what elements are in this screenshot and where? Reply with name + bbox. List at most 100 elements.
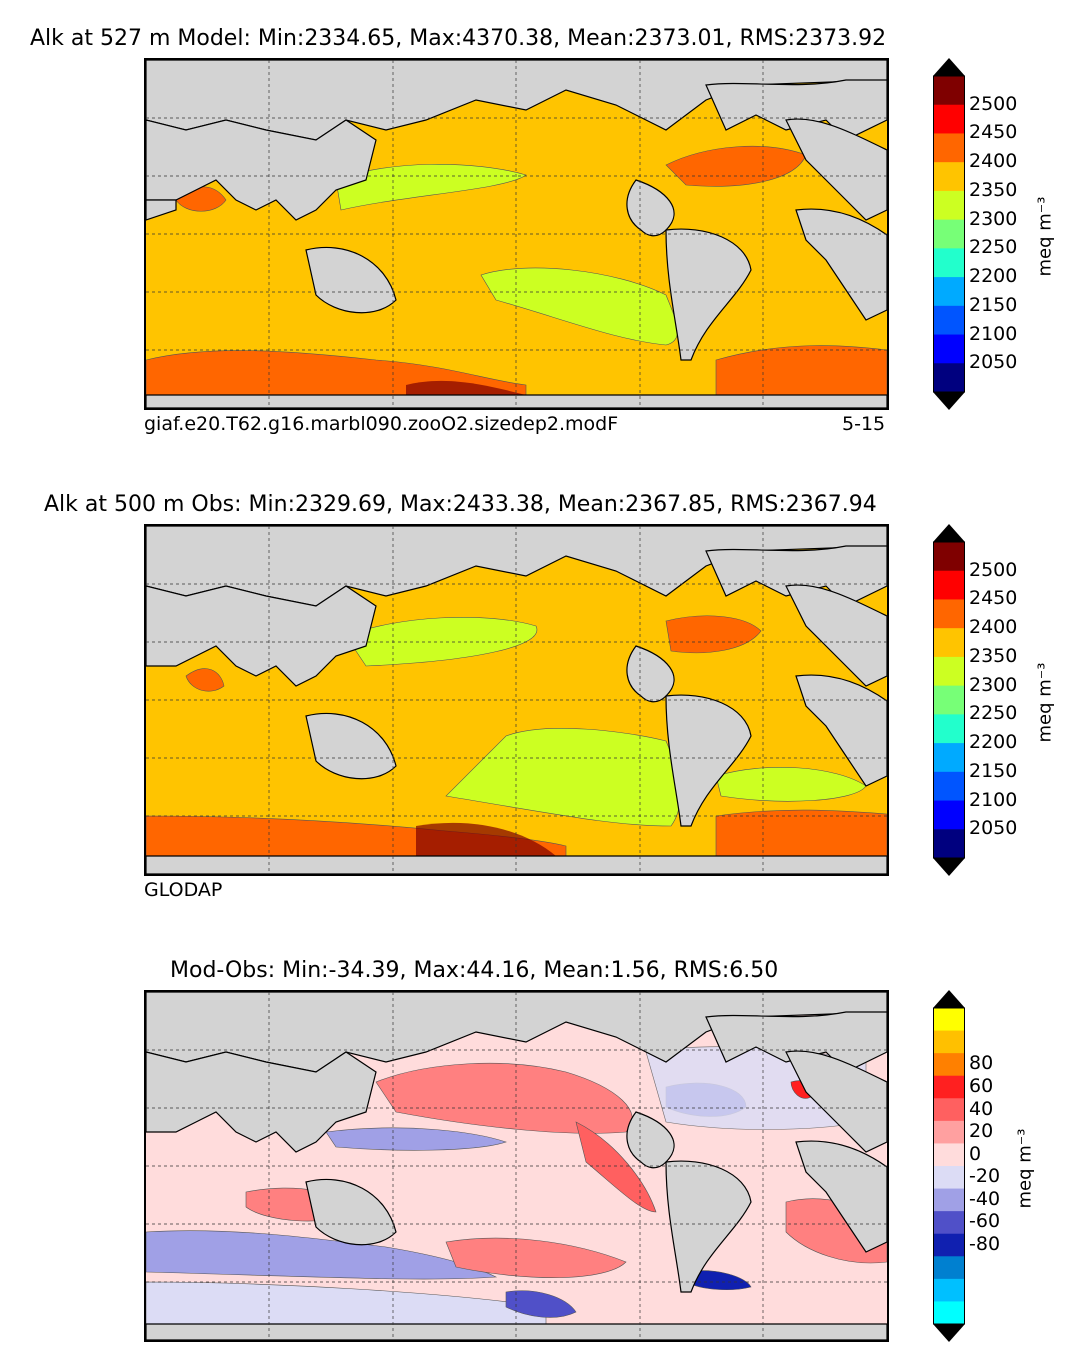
colorbar-tick-label: 2100 — [969, 788, 1018, 811]
panel-3-map-svg — [146, 992, 887, 1340]
p2-arabian-sea-patch — [185, 668, 225, 692]
colorbar-tick-label: 2450 — [969, 587, 1018, 610]
colorbar-extend-top — [933, 524, 965, 542]
panel-1-map — [144, 58, 889, 410]
colorbar-tick-label: 2200 — [969, 265, 1018, 288]
p2-south-atlantic-patch — [715, 766, 867, 802]
colorbar-swatch — [933, 656, 965, 687]
colorbar-swatch — [933, 305, 965, 336]
p3-drake-blue — [685, 1270, 752, 1291]
colorbar-tick-label: 2450 — [969, 121, 1018, 144]
colorbar-tick-label: 2250 — [969, 702, 1018, 725]
colorbar-swatch — [933, 248, 965, 278]
colorbar-tick-label: -40 — [969, 1187, 1001, 1210]
colorbar-extend-top — [933, 990, 965, 1008]
p1-south-pacific-patch — [480, 267, 678, 346]
colorbar-tick-label: 2300 — [969, 673, 1018, 696]
colorbar-swatch — [933, 570, 965, 600]
colorbar-swatch — [933, 334, 965, 364]
colorbar-tick-label: 2500 — [969, 558, 1018, 581]
panel-2-map-svg — [146, 526, 887, 874]
colorbar-swatch — [933, 1008, 965, 1032]
colorbar-swatch — [933, 599, 965, 629]
colorbar-svg — [933, 524, 965, 876]
colorbar-tick-label: 2150 — [969, 293, 1018, 316]
p3-north-pacific-red — [375, 1063, 633, 1134]
colorbar-tick-label: 2100 — [969, 322, 1018, 345]
colorbar-swatch — [933, 1233, 965, 1257]
panel-1-caption-left: giaf.e20.T62.g16.marbl090.zooO2.sizedep2… — [144, 413, 619, 435]
colorbar-swatch — [933, 363, 965, 393]
p3-south-blue-band — [146, 1230, 498, 1280]
colorbar-svg — [933, 990, 965, 1342]
colorbar-swatch — [933, 219, 965, 249]
p3-deep-blue-blob — [505, 1290, 577, 1318]
colorbar-swatch — [933, 1053, 965, 1077]
p2-north-atlantic-patch — [665, 615, 762, 654]
panel-2-colorbar-unit: meq m⁻³ — [1034, 662, 1056, 743]
colorbar-swatch — [933, 1278, 965, 1302]
colorbar-swatch — [933, 829, 965, 859]
colorbar-swatch — [933, 277, 965, 307]
panel-1-title: Alk at 527 m Model: Min:2334.65, Max:437… — [30, 26, 887, 51]
colorbar-swatch — [933, 1188, 965, 1212]
p3-east-pacific-red — [575, 1121, 657, 1213]
colorbar-swatch — [933, 714, 965, 744]
colorbar-tick-label: 60 — [969, 1075, 994, 1097]
colorbar-extend-bottom — [933, 1324, 965, 1342]
colorbar-extend-bottom — [933, 858, 965, 876]
panel-1-colorbar-unit: meq m⁻³ — [1034, 196, 1056, 277]
colorbar-swatch — [933, 1211, 965, 1235]
colorbar-swatch — [933, 104, 965, 134]
panel-3-colorbar: 80 60 40 20 0 -20 -40 -60 -80 — [933, 990, 1000, 1342]
colorbar-swatch — [933, 1301, 965, 1325]
colorbar-swatch — [933, 771, 965, 802]
panel-2-title: Alk at 500 m Obs: Min:2329.69, Max:2433.… — [44, 492, 877, 517]
p3-north-pacific-blue-band — [325, 1127, 507, 1151]
panel-2-caption-left: GLODAP — [144, 879, 223, 901]
colorbar-swatch — [933, 628, 965, 658]
colorbar-swatch — [933, 542, 965, 572]
panel-1-colorbar: 2500 2450 2400 2350 2300 2250 2200 2150 2100 2050 — [933, 58, 1017, 410]
colorbar-swatch — [933, 1143, 965, 1167]
p2-south-pacific-patch — [445, 728, 681, 827]
colorbar-swatch — [933, 76, 965, 106]
p1-land — [146, 60, 887, 408]
colorbar-tick-label: 2050 — [969, 817, 1018, 840]
p2-land — [146, 526, 887, 874]
colorbar-tick-label: 40 — [969, 1097, 994, 1120]
panel-3-map — [144, 990, 889, 1342]
colorbar-tick-label: 2400 — [969, 150, 1018, 173]
colorbar-tick-label: 20 — [969, 1120, 994, 1143]
colorbar-tick-label: -20 — [969, 1165, 1001, 1188]
colorbar-swatch — [933, 685, 965, 715]
colorbar-swatch — [933, 1075, 965, 1099]
panel-2-colorbar: 2500 2450 2400 2350 2300 2250 2200 2150 2100 2050 — [933, 524, 1017, 876]
colorbar-tick-label: 2350 — [969, 644, 1018, 667]
colorbar-tick-label: 80 — [969, 1052, 994, 1075]
colorbar-tick-label: 2200 — [969, 731, 1018, 754]
colorbar-tick-label: -80 — [969, 1233, 1001, 1255]
colorbar-tick-label: -60 — [969, 1210, 1001, 1233]
p2-gridlines — [146, 526, 887, 874]
colorbar-swatch — [933, 1030, 965, 1054]
colorbar-swatch — [933, 1166, 965, 1190]
p2-north-pacific-band — [345, 616, 538, 667]
p3-gridlines — [146, 992, 887, 1340]
colorbar-swatch — [933, 133, 965, 163]
colorbar-swatch — [933, 190, 965, 221]
p3-south-pacific-red — [445, 1237, 627, 1278]
colorbar-swatch — [933, 162, 965, 192]
colorbar-swatch — [933, 1098, 965, 1122]
panel-3-title: Mod-Obs: Min:-34.39, Max:44.16, Mean:1.5… — [170, 958, 779, 983]
panel-1-caption-right: 5-15 — [842, 413, 886, 435]
panel-3-colorbar-unit: meq m⁻³ — [1014, 1128, 1036, 1209]
p1-north-atlantic-patch — [665, 145, 807, 187]
colorbar-tick-label: 2250 — [969, 236, 1018, 259]
colorbar-extend-bottom — [933, 392, 965, 410]
colorbar-swatch — [933, 1120, 965, 1144]
panel-1-map-svg — [146, 60, 887, 408]
p1-gridlines — [146, 60, 887, 408]
colorbar-tick-label: 2500 — [969, 92, 1018, 115]
colorbar-svg — [933, 58, 965, 410]
